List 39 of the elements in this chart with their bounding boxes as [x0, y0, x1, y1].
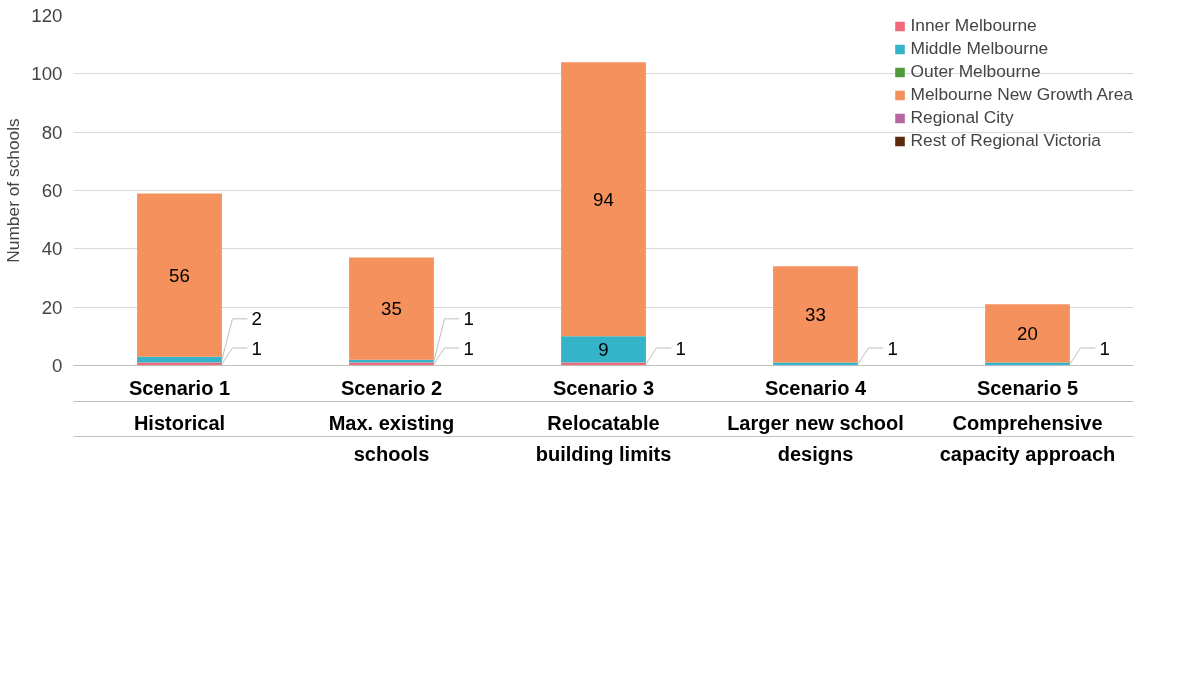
y-axis-title: Number of schools	[3, 117, 24, 263]
legend-label: Middle Melbourne	[910, 38, 1049, 59]
data-label: 33	[805, 303, 826, 325]
category-label: Scenario 3 Relocatable building limits	[535, 376, 672, 465]
y-tick-label: 60	[41, 180, 63, 201]
y-tick-label: 80	[41, 121, 63, 143]
data-label: 1	[463, 337, 474, 359]
bar	[137, 193, 222, 357]
bar	[561, 62, 646, 337]
legend-label: Regional City	[910, 107, 1014, 128]
data-label: 35	[381, 298, 402, 320]
data-label: 94	[593, 188, 614, 210]
bar	[561, 336, 646, 363]
category-label: Scenario 5 Comprehensive capacity approach	[939, 376, 1116, 465]
bar	[773, 266, 858, 363]
bar	[985, 304, 1070, 363]
data-label: 9	[598, 338, 609, 360]
legend-label: Melbourne New Growth Area	[910, 84, 1133, 105]
data-label: 1	[887, 337, 898, 359]
y-tick-label: 100	[31, 63, 63, 85]
y-tick-label: 20	[41, 296, 63, 318]
y-tick-label: 40	[41, 238, 63, 260]
y-tick-label: 120	[31, 5, 63, 26]
y-tick-label: 0	[52, 355, 63, 376]
category-label: Scenario 2 Max. existing schools	[328, 376, 455, 465]
data-label: 1	[251, 337, 262, 359]
category-label: Scenario 4 Larger new school designs	[727, 376, 904, 465]
bar	[137, 356, 222, 363]
data-label: 2	[251, 308, 262, 330]
category-label: Scenario 1 Historical	[128, 376, 231, 434]
legend-label: Inner Melbourne	[910, 15, 1037, 36]
data-label: 20	[1017, 322, 1038, 344]
legend-label: Outer Melbourne	[910, 61, 1041, 82]
data-label: 1	[675, 337, 686, 359]
data-label: 56	[169, 264, 190, 286]
bar	[349, 257, 434, 360]
data-label: 1	[463, 308, 474, 330]
legend-label: Rest of Regional Victoria	[910, 130, 1101, 151]
data-label: 1	[1099, 337, 1110, 359]
